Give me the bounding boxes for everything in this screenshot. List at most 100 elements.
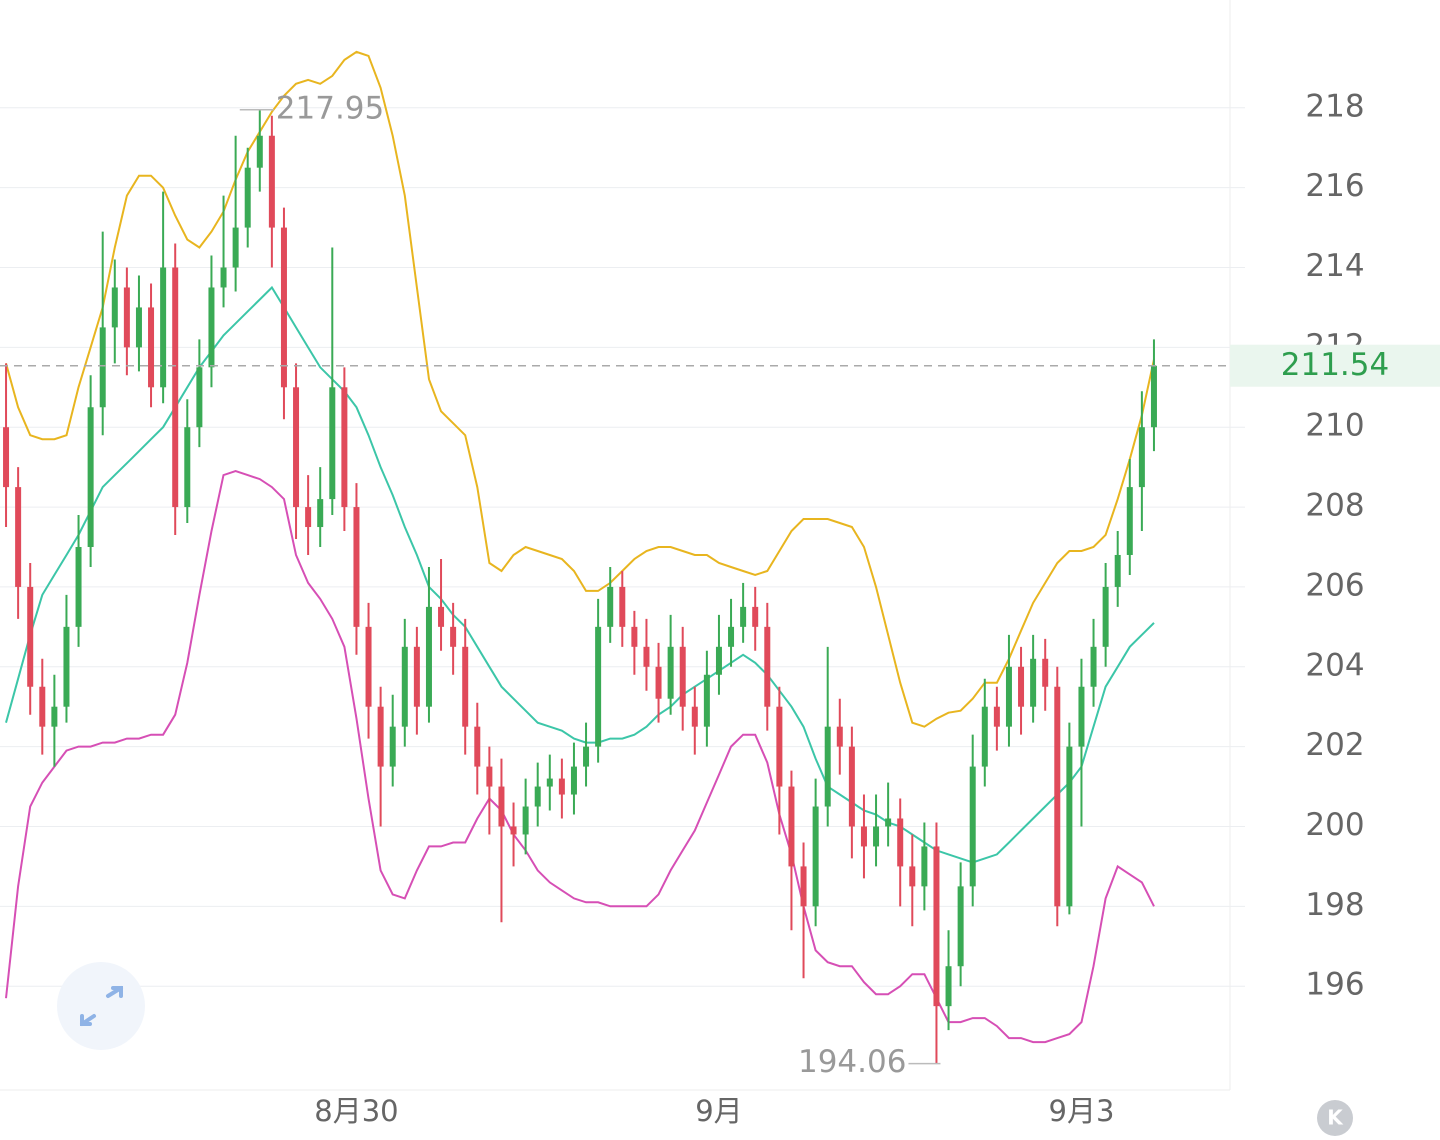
- candle-body: [981, 706, 988, 767]
- candle-body: [1102, 586, 1109, 647]
- candle-body: [873, 826, 880, 847]
- max-label: 217.95: [276, 90, 384, 126]
- candle-body: [570, 766, 577, 795]
- candle-body: [3, 427, 10, 488]
- candle-body: [510, 826, 517, 835]
- candle-body: [583, 746, 590, 767]
- candle-body: [1018, 666, 1025, 707]
- candle-body: [957, 886, 964, 967]
- candle-body: [1078, 686, 1085, 747]
- candle-body: [232, 227, 239, 268]
- y-tick-label: 216: [1305, 168, 1364, 204]
- price-badge: [1230, 344, 1440, 387]
- candle-body: [897, 818, 904, 867]
- price-label: 211.54: [1281, 347, 1389, 383]
- candle-body: [1054, 686, 1061, 907]
- candle-body: [788, 786, 795, 867]
- k-button-bg[interactable]: [1317, 1100, 1353, 1136]
- candle-body: [172, 267, 179, 508]
- y-axis: 1961982002022042062082102122142162188月30…: [314, 88, 1364, 1128]
- k-button-label[interactable]: K: [1327, 1106, 1344, 1130]
- candle-body: [268, 135, 275, 228]
- x-tick-label: 8月30: [314, 1094, 398, 1128]
- candle-body: [450, 626, 457, 647]
- x-tick-label: 9月: [695, 1094, 742, 1128]
- candle-body: [752, 606, 759, 627]
- candle-body: [715, 646, 722, 675]
- candle-body: [329, 387, 336, 500]
- candle-body: [993, 706, 1000, 727]
- candle-body: [498, 786, 505, 827]
- candle-body: [1066, 746, 1073, 907]
- candle-body: [305, 507, 312, 528]
- candle-body: [1126, 487, 1133, 555]
- candle-body: [220, 267, 227, 288]
- min-label: 194.06: [798, 1044, 906, 1080]
- y-tick-label: 214: [1305, 248, 1364, 284]
- band-line: [5, 470, 1155, 1044]
- candle-body: [1138, 427, 1145, 488]
- candles: [3, 109, 1157, 1064]
- candle-body: [921, 846, 928, 887]
- candle-body: [341, 387, 348, 508]
- candle-body: [27, 586, 34, 687]
- candle-body: [63, 626, 70, 707]
- y-tick-label: 204: [1305, 647, 1364, 683]
- candle-body: [377, 706, 384, 767]
- candle-body: [389, 726, 396, 767]
- candle-body: [933, 846, 940, 1007]
- candle-body: [679, 646, 686, 707]
- annotations: 217.95 194.06 211.54: [0, 90, 1440, 1080]
- candle-body: [317, 499, 324, 528]
- y-tick-label: 218: [1305, 88, 1364, 124]
- candle-body: [740, 606, 747, 627]
- candle-body: [631, 626, 638, 647]
- candle-body: [462, 646, 469, 727]
- candle-body: [691, 706, 698, 727]
- candle-body: [812, 806, 819, 907]
- y-tick-label: 210: [1305, 408, 1364, 444]
- candle-body: [969, 766, 976, 887]
- k-button[interactable]: K: [1317, 1100, 1353, 1136]
- y-tick-label: 208: [1305, 488, 1364, 524]
- candle-body: [522, 806, 529, 835]
- expand-icon[interactable]: [80, 986, 123, 1026]
- candle-body: [87, 407, 94, 547]
- candle-body: [1042, 658, 1049, 687]
- candle-body: [776, 706, 783, 787]
- candle-body: [486, 766, 493, 787]
- candle-body: [51, 706, 58, 727]
- y-tick-label: 206: [1305, 567, 1364, 603]
- candle-body: [353, 507, 360, 627]
- candle-body: [546, 778, 553, 787]
- candle-body: [39, 686, 46, 727]
- candle-body: [208, 287, 215, 368]
- candle-body: [558, 778, 565, 795]
- y-tick-label: 202: [1305, 727, 1364, 763]
- y-tick-label: 200: [1305, 807, 1364, 843]
- candle-body: [365, 626, 372, 707]
- candle-body: [655, 666, 662, 699]
- expand-button[interactable]: [57, 962, 145, 1050]
- candle-body: [438, 606, 445, 627]
- candle-body: [800, 866, 807, 907]
- candle-body: [75, 546, 82, 627]
- candle-body: [425, 606, 432, 707]
- candle-body: [1030, 658, 1037, 707]
- candle-body: [643, 646, 650, 667]
- grid: [0, 107, 1245, 987]
- candle-body: [824, 726, 831, 807]
- x-tick-label: 9月3: [1049, 1094, 1115, 1128]
- candle-body: [607, 586, 614, 627]
- candle-body: [135, 307, 142, 348]
- expand-button-bg[interactable]: [57, 962, 145, 1050]
- candle-body: [184, 427, 191, 508]
- candle-body: [1150, 365, 1157, 428]
- bands: [5, 50, 1155, 1044]
- candle-body: [860, 826, 867, 847]
- candle-body: [534, 786, 541, 807]
- candle-body: [836, 726, 843, 747]
- candle-body: [1114, 554, 1121, 587]
- candle-body: [703, 674, 710, 727]
